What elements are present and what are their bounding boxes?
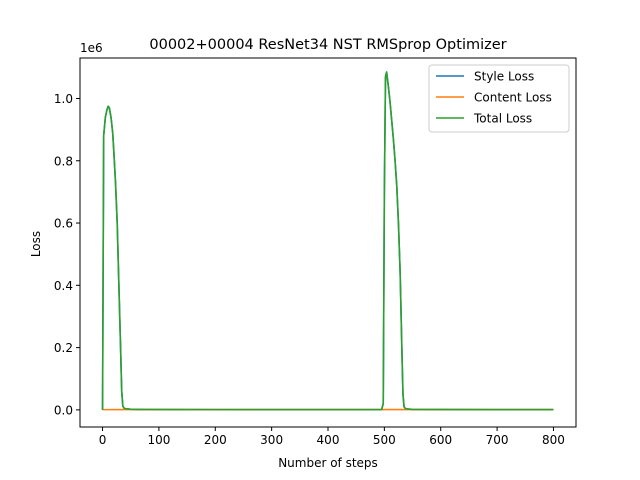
y-tick-label: 0.6	[54, 217, 73, 231]
legend: Style Loss Content Loss Total Loss	[428, 64, 570, 133]
x-tick-label: 800	[542, 433, 565, 447]
y-tick-label: 0.2	[54, 341, 73, 355]
y-tick-label: 0.0	[54, 403, 73, 417]
legend-box	[428, 64, 570, 133]
x-axis-ticks: 0 100 200 300 400 500 600 700 800	[99, 427, 565, 447]
y-axis-label: Loss	[29, 231, 43, 257]
x-tick-label: 400	[317, 433, 340, 447]
y-axis-ticks: 0.0 0.2 0.4 0.6 0.8 1.0	[54, 92, 80, 417]
x-tick-label: 100	[147, 433, 170, 447]
chart-title: 00002+00004 ResNet34 NST RMSprop Optimiz…	[149, 37, 506, 53]
y-tick-label: 0.8	[54, 154, 73, 168]
y-tick-label: 1.0	[54, 92, 73, 106]
x-tick-label: 700	[486, 433, 509, 447]
series-lines	[101, 71, 554, 411]
y-offset-label: 1e6	[80, 41, 103, 55]
x-tick-label: 300	[260, 433, 283, 447]
plot-frame	[79, 57, 577, 428]
x-tick-label: 0	[99, 433, 107, 447]
series-line-total-loss	[101, 71, 554, 411]
legend-label-content-loss: Content Loss	[474, 91, 552, 105]
legend-label-total-loss: Total Loss	[473, 112, 532, 126]
x-tick-label: 500	[373, 433, 396, 447]
x-tick-label: 200	[204, 433, 227, 447]
x-tick-label: 600	[429, 433, 452, 447]
y-tick-label: 0.4	[54, 279, 73, 293]
x-axis-label: Number of steps	[278, 456, 378, 470]
legend-label-style-loss: Style Loss	[474, 70, 534, 84]
